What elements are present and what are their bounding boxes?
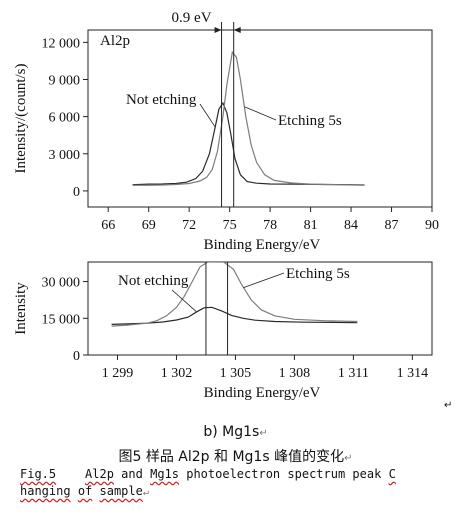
- leader-line: [199, 103, 216, 127]
- series-label-not-etching: Not etching: [126, 92, 197, 108]
- x-tick-label: 78: [263, 218, 277, 233]
- y-tick-label: 12 000: [42, 36, 81, 51]
- caption-en-word: peak: [352, 467, 382, 481]
- x-axis-label: Binding Energy/eV: [204, 237, 321, 253]
- y-tick-label: 15 000: [42, 312, 81, 327]
- series-line-not-etching: [111, 306, 358, 325]
- series-line-etching-5s: [132, 50, 365, 186]
- x-tick-label: 1 299: [102, 366, 134, 381]
- y-tick-label: 0: [73, 185, 80, 200]
- plot-1: [83, 22, 433, 212]
- x-axis-label: Binding Energy/eV: [204, 385, 321, 401]
- subfigure-caption: b) Mg1s: [203, 424, 260, 440]
- x-tick-label: 90: [425, 218, 439, 233]
- caption-en-word: spectrum: [287, 467, 346, 481]
- caption-en-word: of: [77, 484, 93, 498]
- figure-caption-zh: 图5 样品 Al2p 和 Mg1s 峰值的变化: [118, 449, 345, 465]
- x-tick-label: 66: [101, 218, 115, 233]
- x-tick-label: 1 302: [161, 366, 193, 381]
- y-tick-label: 6 000: [49, 111, 81, 126]
- plot-frame: [87, 29, 433, 208]
- paragraph-mark-icon: ↵: [259, 428, 268, 439]
- caption-en-prefix: Fig.5: [20, 467, 57, 481]
- leader-line: [244, 106, 277, 121]
- plot-frame: [87, 261, 433, 356]
- caption-en-word: hanging: [20, 484, 71, 498]
- caption-en-word: Al2p: [85, 467, 114, 481]
- caption-en-word: C: [388, 467, 396, 481]
- plot-2: [83, 261, 433, 360]
- paragraph-mark-icon: ↵: [444, 400, 452, 411]
- arrowhead-icon: [233, 27, 241, 33]
- x-tick-label: 72: [182, 218, 196, 233]
- x-tick-label: 1 305: [220, 366, 252, 381]
- x-tick-label: 84: [344, 218, 358, 233]
- figure-caption-en: Fig.5 Al2p and Mg1s photoelectron spectr…: [20, 466, 460, 501]
- y-tick-label: 30 000: [42, 276, 81, 291]
- paragraph-mark-icon: ↵: [344, 453, 353, 464]
- annotation-shift-label: 0.9 eV: [172, 10, 212, 26]
- caption-en-word: sample: [99, 484, 143, 498]
- x-tick-label: 1 308: [279, 366, 311, 381]
- x-tick-label: 1 311: [338, 366, 369, 381]
- x-tick-label: 1 314: [397, 366, 429, 381]
- y-axis-label: Intensity/(count/s): [13, 64, 29, 174]
- series-label-not-etching: Not etching: [118, 273, 189, 289]
- arrowhead-icon: [214, 27, 222, 33]
- x-tick-label: 81: [304, 218, 318, 233]
- x-tick-label: 75: [223, 218, 237, 233]
- series-label-etching-5s: Etching 5s: [278, 113, 342, 129]
- caption-en-word: photoelectron: [186, 467, 281, 481]
- paragraph-mark-icon: ↵: [142, 487, 149, 498]
- y-tick-label: 0: [73, 349, 80, 364]
- y-axis-label: Intensity: [13, 282, 29, 335]
- y-tick-label: 3 000: [49, 148, 81, 163]
- series-label-etching-5s: Etching 5s: [286, 266, 350, 282]
- leader-line: [243, 272, 285, 289]
- series-line-not-etching: [132, 101, 365, 186]
- caption-en-word: and: [121, 467, 143, 481]
- series-line-etching-5s: [111, 262, 358, 327]
- caption-en-word: Mg1s: [150, 467, 179, 481]
- x-tick-label: 69: [142, 218, 156, 233]
- plot-title: Al2p: [100, 33, 130, 49]
- y-tick-label: 9 000: [49, 74, 81, 89]
- leader-line: [171, 289, 197, 312]
- x-tick-label: 87: [385, 218, 399, 233]
